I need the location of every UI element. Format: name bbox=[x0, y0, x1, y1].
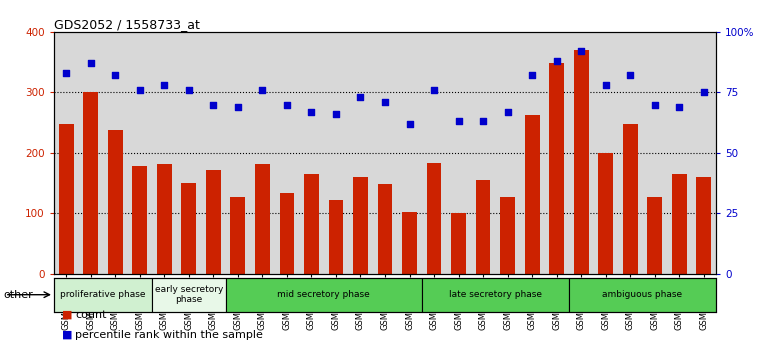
Point bbox=[551, 58, 563, 64]
Text: percentile rank within the sample: percentile rank within the sample bbox=[75, 330, 263, 339]
Point bbox=[354, 95, 367, 100]
Point bbox=[85, 61, 97, 66]
Point bbox=[281, 102, 293, 107]
Point bbox=[575, 48, 588, 54]
Bar bbox=[255, 164, 270, 274]
Point bbox=[330, 112, 342, 117]
Point bbox=[600, 82, 612, 88]
Bar bbox=[422, 278, 569, 312]
Bar bbox=[157, 164, 172, 274]
Point bbox=[526, 73, 538, 78]
Text: late secretory phase: late secretory phase bbox=[449, 290, 542, 299]
Point bbox=[698, 90, 710, 95]
Bar bbox=[451, 213, 466, 274]
Point bbox=[207, 102, 219, 107]
Point bbox=[403, 121, 416, 127]
Point bbox=[158, 82, 170, 88]
Text: other: other bbox=[4, 290, 34, 300]
Text: count: count bbox=[75, 310, 107, 320]
Point bbox=[60, 70, 72, 76]
Bar bbox=[230, 196, 245, 274]
Text: ambiguous phase: ambiguous phase bbox=[602, 290, 682, 299]
Bar bbox=[476, 180, 490, 274]
Point bbox=[256, 87, 269, 93]
Bar bbox=[108, 130, 122, 274]
Bar bbox=[402, 212, 417, 274]
Point bbox=[477, 119, 489, 124]
Bar bbox=[672, 174, 687, 274]
Point bbox=[501, 109, 514, 115]
Bar bbox=[226, 278, 422, 312]
Bar bbox=[427, 163, 441, 274]
Bar bbox=[83, 92, 98, 274]
Bar bbox=[598, 153, 613, 274]
Bar bbox=[623, 124, 638, 274]
Bar bbox=[182, 183, 196, 274]
Point bbox=[453, 119, 465, 124]
Bar bbox=[280, 194, 294, 274]
Bar bbox=[353, 177, 368, 274]
Bar bbox=[54, 278, 152, 312]
Point bbox=[673, 104, 685, 110]
Point bbox=[133, 87, 146, 93]
Bar bbox=[549, 63, 564, 274]
Bar bbox=[525, 115, 540, 274]
Point bbox=[109, 73, 122, 78]
Text: ■: ■ bbox=[62, 310, 72, 320]
Bar bbox=[569, 278, 716, 312]
Bar bbox=[574, 50, 588, 274]
Point bbox=[379, 99, 391, 105]
Bar bbox=[152, 278, 226, 312]
Bar bbox=[500, 196, 515, 274]
Text: proliferative phase: proliferative phase bbox=[60, 290, 146, 299]
Bar bbox=[132, 166, 147, 274]
Point bbox=[648, 102, 661, 107]
Text: early secretory
phase: early secretory phase bbox=[155, 285, 223, 304]
Point bbox=[182, 87, 195, 93]
Bar bbox=[206, 170, 221, 274]
Bar bbox=[377, 184, 393, 274]
Point bbox=[624, 73, 637, 78]
Point bbox=[305, 109, 317, 115]
Text: ■: ■ bbox=[62, 330, 72, 339]
Text: mid secretory phase: mid secretory phase bbox=[277, 290, 370, 299]
Point bbox=[232, 104, 244, 110]
Bar bbox=[697, 177, 711, 274]
Bar bbox=[648, 196, 662, 274]
Bar bbox=[329, 200, 343, 274]
Text: GDS2052 / 1558733_at: GDS2052 / 1558733_at bbox=[54, 18, 199, 31]
Point bbox=[428, 87, 440, 93]
Bar bbox=[304, 174, 319, 274]
Bar bbox=[59, 124, 73, 274]
